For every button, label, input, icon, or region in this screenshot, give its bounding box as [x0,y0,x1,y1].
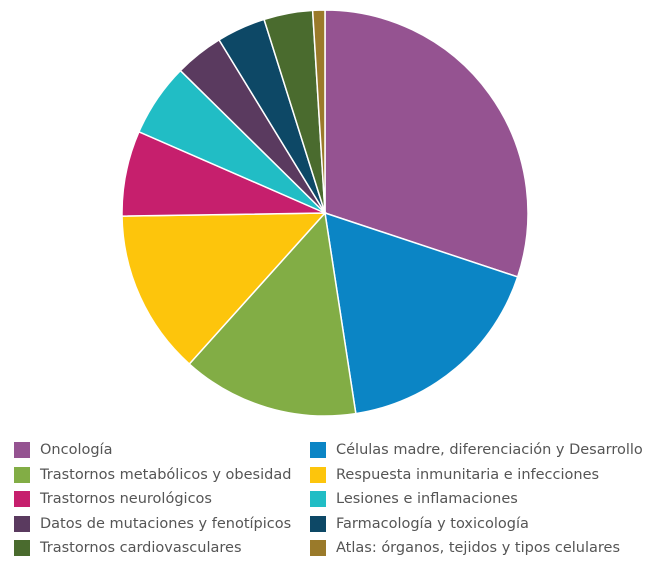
legend-item: Atlas: órganos, tejidos y tipos celulare… [310,539,620,557]
pie-chart [121,9,529,417]
legend-item: Trastornos neurológicos [14,490,212,508]
legend-label: Trastornos cardiovasculares [40,540,242,556]
legend-item: Trastornos cardiovasculares [14,539,242,557]
pie-slice-2 [324,211,519,415]
legend-label: Atlas: órganos, tejidos y tipos celulare… [336,540,621,556]
legend-item: Respuesta inmunitaria e infecciones [310,466,599,484]
legend-label: Respuesta inmunitaria e infecciones [336,466,600,483]
legend-label: Datos de mutaciones y fenotípicos [40,515,292,532]
legend-swatch [310,540,326,556]
legend-item: Células madre, diferenciación y Desarrol… [310,441,643,459]
legend-swatch [310,466,326,483]
legend-swatch [14,515,30,532]
legend-label: Lesiones e inflamaciones [336,491,518,507]
legend-item: Trastornos metabólicos y obesidad [14,466,291,484]
legend-swatch [310,491,326,507]
legend-item: Oncología [14,441,112,459]
pie-slice-10 [311,9,326,214]
legend-label: Farmacología y toxicología [336,515,529,532]
pie-slice-1 [324,9,529,278]
legend-swatch [14,491,30,507]
legend-item: Datos de mutaciones y fenotípicos [14,515,291,533]
legend-item: Lesiones e inflamaciones [310,490,518,508]
legend-swatch [14,466,30,483]
legend-label: Trastornos neurológicos [40,491,212,507]
legend-label: Oncología [40,442,113,458]
legend-label: Células madre, diferenciación y Desarrol… [336,442,643,458]
legend-swatch [310,515,326,532]
legend-swatch [14,442,30,458]
legend-swatch [14,540,30,556]
legend-swatch [310,442,326,458]
legend-label: Trastornos metabólicos y obesidad [40,466,292,483]
pie-slice-4 [121,212,327,366]
pie-slice-3 [188,211,357,417]
legend-item: Farmacología y toxicología [310,515,529,533]
